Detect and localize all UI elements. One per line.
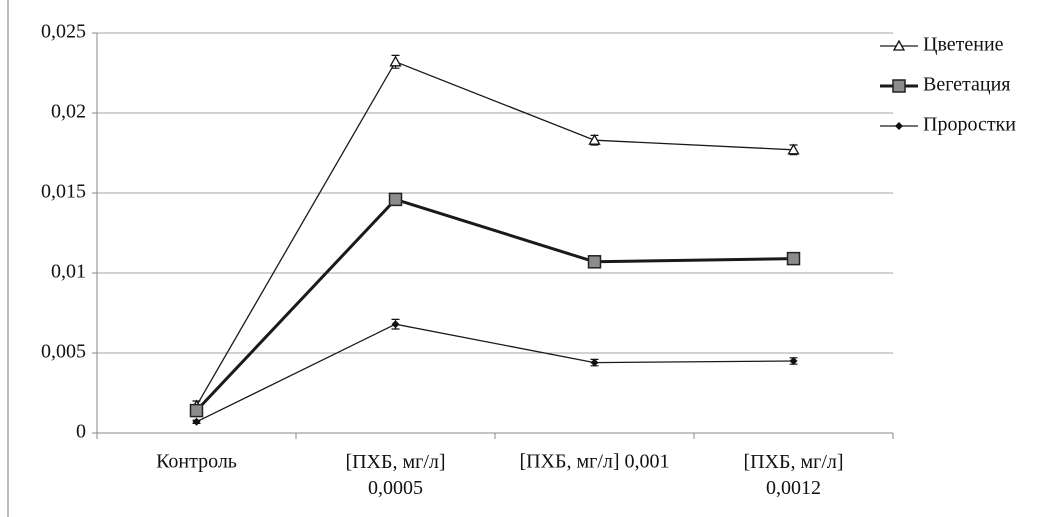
point [192, 417, 201, 426]
point [587, 255, 602, 269]
y-tick-label: 0,015 [41, 181, 86, 203]
point [588, 133, 601, 145]
point [388, 192, 403, 207]
x-tick-label: [ПХБ, мг/л] 0,001 [519, 451, 669, 473]
point [389, 55, 402, 67]
point [391, 320, 400, 329]
legend-label: Вегетация [923, 74, 1011, 96]
point [189, 403, 204, 418]
point [786, 251, 801, 266]
y-tick-label: 0 [76, 421, 86, 443]
point [590, 358, 599, 367]
y-tick-label: 0,005 [41, 341, 86, 363]
legend-marker [895, 122, 903, 130]
series-line [195, 197, 794, 412]
x-tick-label: [ПХБ, мг/л] 0,0012 [743, 451, 843, 499]
legend-label: Проростки [923, 114, 1016, 136]
series-line [196, 323, 794, 423]
series-line [195, 60, 794, 407]
legend-label: Цветение [923, 34, 1004, 56]
legend-marker [892, 39, 906, 51]
legend-marker [892, 79, 906, 93]
x-tick-label: Контроль [156, 451, 237, 473]
point [789, 357, 798, 365]
y-tick-label: 0,02 [51, 101, 86, 123]
x-tick-label: [ПХБ, мг/л] 0,0005 [345, 451, 445, 499]
y-tick-label: 0,01 [51, 261, 86, 283]
point [787, 143, 800, 155]
y-tick-label: 0,025 [41, 21, 86, 43]
